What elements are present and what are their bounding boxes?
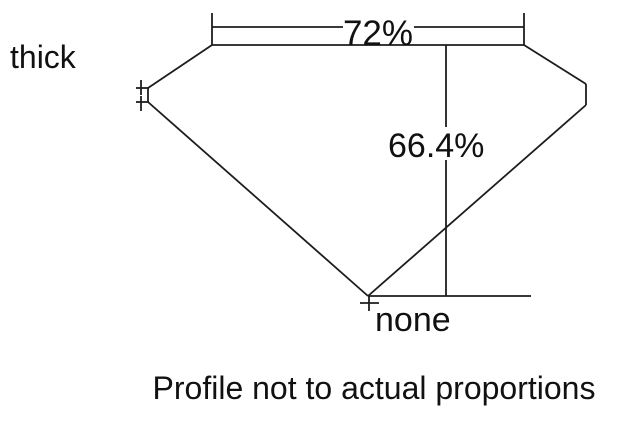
- culet-marks: [360, 295, 531, 311]
- figure-caption: Profile not to actual proportions: [153, 370, 596, 406]
- pavilion-facet-left-line: [147, 101, 369, 297]
- girdle-thickness-label: thick: [10, 39, 77, 75]
- crown-facet-left-line: [147, 44, 213, 89]
- total-depth-label: 66.4%: [388, 127, 484, 165]
- table-width-label: 72%: [343, 14, 413, 53]
- diamond-outline: [147, 44, 587, 297]
- table-width-dimension: [211, 13, 525, 45]
- culet-label: none: [375, 301, 451, 339]
- girdle-thickness-marks: [136, 80, 149, 111]
- culet-cross-mark: [360, 295, 379, 311]
- crown-facet-right-line: [523, 44, 587, 85]
- pavilion-facet-right-line: [367, 104, 587, 297]
